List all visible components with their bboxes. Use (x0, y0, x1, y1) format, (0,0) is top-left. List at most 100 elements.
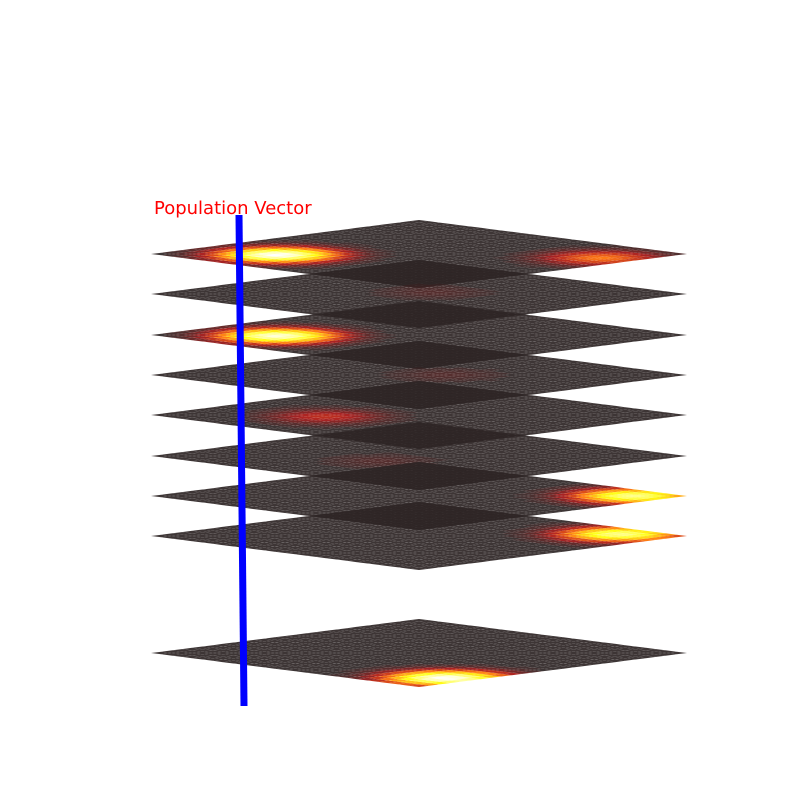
surface-cell (522, 308, 543, 311)
surface-cell (388, 262, 409, 266)
surface-cell (367, 311, 389, 315)
surface-cell (532, 267, 553, 270)
surface-cell (336, 231, 358, 235)
surface-cell (553, 496, 574, 499)
surface-cell (449, 342, 471, 346)
surface-cell (388, 314, 409, 317)
surface-cell (377, 266, 399, 270)
surface-cell (460, 234, 481, 237)
surface-cell (501, 257, 523, 261)
surface-cell (439, 465, 461, 469)
surface-cell (532, 243, 553, 247)
surface-cell (542, 457, 564, 460)
surface-cell (233, 250, 255, 253)
surface-cell (439, 484, 461, 487)
surface-cell (336, 462, 358, 466)
surface-cell (614, 488, 636, 491)
surface-cell (522, 413, 543, 417)
surface-cell (501, 476, 523, 479)
surface-cell (522, 505, 543, 508)
surface-cell (254, 338, 275, 342)
surface-cell (305, 385, 327, 389)
surface-cell (305, 335, 327, 338)
surface-cell (583, 384, 605, 387)
surface-cell (171, 534, 193, 538)
surface-cell (367, 422, 389, 426)
surface-cell (192, 494, 213, 498)
surface-cell (429, 262, 450, 266)
surface-cell (542, 323, 564, 326)
surface-cell (419, 479, 440, 482)
surface-cell (542, 338, 564, 342)
surface-cell (460, 428, 481, 432)
surface-cell (419, 497, 440, 500)
surface-cell (346, 399, 368, 402)
surface-cell (614, 450, 636, 454)
surface-cell (480, 497, 502, 500)
surface-cell (614, 415, 636, 418)
surface-cell (511, 240, 533, 244)
surface-cell (171, 416, 193, 419)
surface-cell (295, 252, 316, 256)
surface-cell (367, 546, 389, 550)
surface-cell (501, 231, 523, 235)
surface-cell (542, 303, 564, 306)
surface-cell (264, 525, 285, 529)
surface-cell (480, 499, 502, 503)
surface-cell (614, 335, 636, 338)
surface-cell (151, 454, 172, 458)
surface-cell (480, 403, 502, 406)
surface-cell (583, 331, 605, 334)
surface-cell (367, 375, 389, 378)
surface-cell (501, 292, 523, 296)
surface-cell (346, 246, 368, 249)
surface-cell (532, 399, 553, 402)
surface-cell (542, 263, 564, 266)
surface-cell (501, 336, 523, 339)
surface-cell (532, 372, 553, 375)
surface-cell (336, 290, 358, 293)
surface-cell (181, 453, 203, 456)
surface-cell (346, 554, 368, 557)
surface-cell (388, 456, 409, 459)
surface-cell (604, 300, 626, 304)
surface-cell (532, 477, 553, 481)
surface-cell (501, 426, 523, 430)
surface-cell (491, 324, 512, 328)
surface-cell (357, 558, 378, 561)
surface-cell (305, 509, 327, 512)
surface-cell (532, 380, 553, 383)
surface-cell (542, 336, 564, 339)
surface-cell (305, 543, 327, 547)
surface-cell (285, 480, 306, 483)
surface-cell (480, 368, 502, 372)
surface-cell (625, 449, 646, 453)
surface-cell (470, 375, 492, 378)
surface-cell (305, 417, 327, 421)
surface-cell (388, 346, 409, 349)
surface-cell (594, 364, 615, 368)
surface-cell (202, 286, 224, 289)
surface-cell (511, 435, 533, 438)
surface-cell (542, 459, 564, 463)
surface-cell (594, 286, 615, 289)
surface-cell (419, 333, 440, 337)
surface-cell (419, 465, 440, 469)
surface-cell (367, 278, 389, 281)
surface-cell (367, 467, 389, 470)
surface-cell (171, 537, 193, 540)
surface-cell (470, 270, 492, 274)
surface-cell (398, 244, 419, 248)
surface-cell (604, 373, 626, 377)
surface-cell (408, 341, 430, 344)
surface-cell (532, 316, 553, 320)
surface-cell (336, 392, 358, 396)
surface-cell (223, 525, 244, 529)
surface-cell (212, 325, 234, 329)
surface-cell (285, 440, 306, 443)
surface-cell (285, 275, 306, 279)
surface-cell (346, 417, 368, 421)
surface-cell (419, 363, 440, 366)
surface-cell (594, 407, 615, 410)
surface-cell (212, 449, 234, 453)
